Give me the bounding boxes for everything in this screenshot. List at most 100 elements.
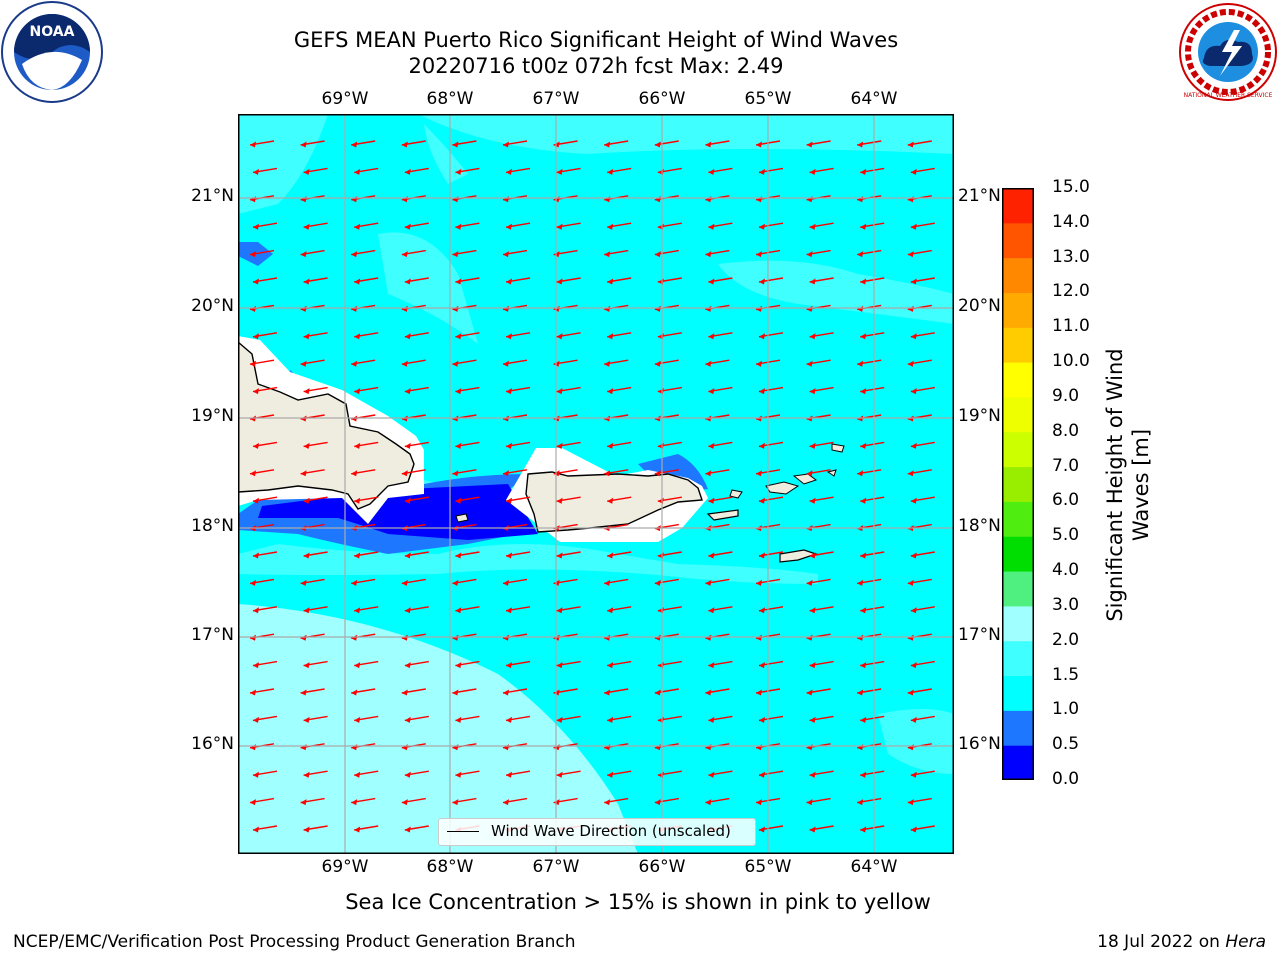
direction-arrowhead: [759, 607, 765, 614]
direction-arrowhead: [607, 278, 614, 285]
lat-label-right: 18°N: [958, 516, 1001, 536]
direction-arrowhead: [556, 168, 563, 175]
direction-arrowhead: [759, 223, 765, 230]
direction-arrowhead: [503, 251, 509, 258]
direction-arrowhead: [910, 223, 917, 230]
direction-arrowhead: [604, 141, 611, 148]
direction-arrowhead: [860, 333, 867, 340]
direction-arrowhead: [455, 607, 462, 614]
direction-arrowhead: [452, 360, 459, 367]
lat-label-right: 20°N: [958, 296, 1001, 316]
direction-arrowhead: [607, 716, 614, 723]
direction-arrowhead: [404, 168, 411, 175]
direction-arrowhead: [809, 442, 816, 449]
direction-arrowhead: [607, 497, 614, 504]
direction-arrowhead: [250, 634, 256, 641]
direction-arrowhead: [556, 223, 563, 230]
direction-arrowhead: [907, 470, 914, 477]
direction-arrowhead: [452, 141, 459, 148]
colorbar-tick-label: 7.0: [1052, 455, 1080, 476]
footer-credit: NCEP/EMC/Verification Post Processing Pr…: [13, 932, 576, 952]
direction-arrowhead: [756, 360, 762, 367]
direction-arrowhead: [708, 771, 715, 778]
ocean-band-1.5-2m: [424, 124, 468, 184]
lon-label-bottom: 69°W: [321, 857, 369, 877]
direction-arrowhead: [759, 826, 765, 833]
direction-arrowhead: [351, 799, 358, 806]
direction-arrowhead: [708, 552, 715, 559]
direction-arrowhead: [455, 278, 462, 285]
legend-label: Wind Wave Direction (unscaled): [491, 822, 731, 840]
direction-arrowhead: [809, 223, 816, 230]
direction-arrowhead: [910, 388, 917, 395]
direction-arrowhead: [556, 552, 563, 559]
direction-arrowhead: [556, 662, 563, 669]
direction-arrowhead: [907, 799, 914, 806]
direction-arrowhead: [404, 826, 411, 833]
colorbar-tick-label: 2.0: [1052, 629, 1080, 650]
direction-arrowhead: [250, 689, 256, 696]
colorbar-segment: [1002, 257, 1034, 293]
direction-arrowhead: [759, 552, 765, 559]
lon-label-top: 68°W: [426, 89, 474, 109]
direction-arrowhead: [404, 278, 411, 285]
colorbar-segment: [1002, 675, 1034, 711]
direction-arrowhead: [705, 360, 712, 367]
direction-arrowhead: [654, 141, 661, 148]
direction-arrowhead: [401, 799, 408, 806]
colorbar-segment: [1002, 362, 1034, 398]
direction-arrowhead: [506, 497, 512, 504]
colorbar-tick-label: 1.0: [1052, 699, 1080, 720]
colorbar: [1002, 188, 1034, 780]
direction-arrowhead: [857, 579, 864, 586]
direction-arrowhead: [250, 251, 256, 258]
direction-arrowhead: [907, 360, 914, 367]
direction-arrowhead: [857, 251, 864, 258]
direction-arrowhead: [503, 141, 509, 148]
direction-arrowhead: [354, 223, 361, 230]
direction-arrowhead: [452, 579, 459, 586]
direction-arrowhead: [857, 360, 864, 367]
direction-arrowhead: [300, 689, 307, 696]
direction-arrowhead: [860, 223, 867, 230]
direction-arrowhead: [455, 333, 462, 340]
direction-arrowhead: [809, 826, 816, 833]
direction-arrowhead: [705, 579, 712, 586]
direction-arrowhead: [607, 388, 614, 395]
direction-arrowhead: [253, 716, 259, 723]
direction-arrowhead: [503, 799, 509, 806]
direction-arrowhead: [404, 607, 411, 614]
colorbar-segment: [1002, 745, 1034, 780]
direction-arrowhead: [654, 579, 661, 586]
direction-arrowhead: [860, 168, 867, 175]
direction-arrowhead: [303, 168, 310, 175]
direction-arrowhead: [860, 442, 867, 449]
direction-arrowhead: [654, 360, 661, 367]
direction-arrowhead: [607, 223, 614, 230]
noaa-logo: NOAA: [1, 1, 103, 103]
direction-arrowhead: [401, 360, 408, 367]
colorbar-segment: [1002, 292, 1034, 328]
direction-arrowhead: [452, 251, 459, 258]
direction-arrowhead: [253, 607, 259, 614]
direction-arrowhead: [351, 360, 358, 367]
direction-arrowhead: [303, 278, 310, 285]
direction-arrowhead: [708, 662, 715, 669]
direction-arrowhead: [303, 552, 310, 559]
direction-arrowhead: [401, 141, 408, 148]
direction-arrowhead: [705, 689, 712, 696]
direction-arrowhead: [759, 771, 765, 778]
colorbar-tick-label: 6.0: [1052, 490, 1080, 511]
direction-arrowhead: [506, 278, 512, 285]
direction-arrowhead: [910, 278, 917, 285]
direction-arrowhead: [604, 634, 611, 641]
direction-arrowhead: [910, 333, 917, 340]
colorbar-tick-label: 1.5: [1052, 664, 1080, 685]
direction-arrowhead: [907, 689, 914, 696]
direction-arrowhead: [506, 168, 512, 175]
direction-arrowhead: [506, 388, 512, 395]
direction-arrowhead: [806, 799, 813, 806]
direction-arrowhead: [556, 716, 563, 723]
direction-arrowhead: [404, 771, 411, 778]
direction-arrowhead: [300, 141, 307, 148]
